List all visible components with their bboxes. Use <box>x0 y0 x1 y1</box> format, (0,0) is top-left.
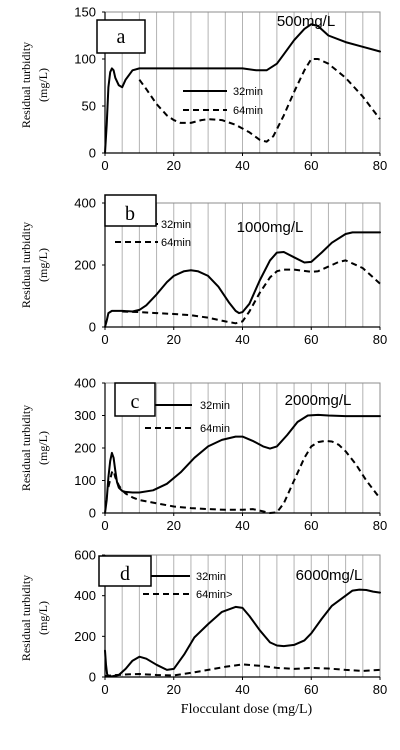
x-tick-label: 80 <box>373 332 387 347</box>
x-tick-label: 0 <box>101 682 108 697</box>
series-line-dashed <box>104 663 381 677</box>
y-tick-label: 0 <box>89 146 96 161</box>
x-tick-label: 0 <box>101 518 108 533</box>
y-axis-label: Residual turbidity (mg/L) <box>19 405 50 491</box>
panel-label: d <box>120 563 130 585</box>
y-axis-label-line1: Residual turbidity <box>19 405 33 491</box>
y-tick-label: 400 <box>74 588 96 603</box>
y-tick-label: 400 <box>74 196 96 211</box>
x-tick-label: 60 <box>304 518 318 533</box>
y-tick-label: 300 <box>74 408 96 423</box>
x-tick-label: 60 <box>304 158 318 173</box>
x-tick-label: 40 <box>235 518 249 533</box>
series-line-solid <box>104 413 381 514</box>
legend-label: 32min <box>161 219 191 231</box>
y-axis-label-line2: (mg/L) <box>36 431 50 465</box>
x-tick-label: 80 <box>373 158 387 173</box>
y-axis-label: Residual turbidity (mg/L) <box>19 222 50 308</box>
legend-label: 64min <box>161 237 191 249</box>
legend-label: 32min <box>196 571 226 583</box>
series-line-dashed <box>107 439 381 514</box>
y-tick-label: 0 <box>89 320 96 335</box>
y-tick-label: 100 <box>74 52 96 67</box>
series-line-solid <box>104 23 381 154</box>
y-axis-label-line1: Residual turbidity <box>19 575 33 661</box>
y-tick-label: 0 <box>89 670 96 685</box>
concentration-annotation: 2000mg/L <box>285 392 352 409</box>
y-tick-label: 50 <box>82 99 96 114</box>
panel-label-box <box>114 382 156 417</box>
x-tick-label: 40 <box>235 332 249 347</box>
series-line-solid <box>104 588 381 678</box>
concentration-annotation: 6000mg/L <box>296 567 363 584</box>
series-line-dashed <box>138 58 381 143</box>
panel-label: a <box>117 26 126 48</box>
x-tick-label: 80 <box>373 518 387 533</box>
y-tick-label: 0 <box>89 506 96 521</box>
y-axis-label-line2: (mg/L) <box>36 68 50 102</box>
x-tick-label: 20 <box>167 518 181 533</box>
y-tick-label: 150 <box>74 5 96 20</box>
y-tick-label: 600 <box>74 548 96 563</box>
panel-label: c <box>131 391 140 413</box>
x-tick-label: 60 <box>304 682 318 697</box>
x-tick-label: 20 <box>167 332 181 347</box>
y-tick-label: 400 <box>74 376 96 391</box>
x-tick-label: 0 <box>101 158 108 173</box>
panel-a: 0 20 40 60 80 0 50 100 150 Residual turbidity (mg/… <box>19 5 387 174</box>
y-tick-label: 200 <box>74 629 96 644</box>
x-tick-label: 20 <box>167 158 181 173</box>
x-tick-label: 40 <box>235 158 249 173</box>
panel-label-box <box>104 194 157 227</box>
y-tick-label: 200 <box>74 258 96 273</box>
x-tick-label: 80 <box>373 682 387 697</box>
concentration-annotation: 1000mg/L <box>237 219 304 236</box>
x-tick-label: 60 <box>304 332 318 347</box>
x-axis-label: Flocculant dose (mg/L) <box>181 702 313 717</box>
legend-label: 64min> <box>196 589 232 601</box>
x-tick-label: 20 <box>167 682 181 697</box>
panel-label-box <box>98 555 152 587</box>
panel-label-box <box>96 19 146 54</box>
y-axis-label-line1: Residual turbidity <box>19 42 33 128</box>
legend-label: 64min <box>233 105 263 117</box>
series-line-dashed <box>122 259 381 325</box>
panel-c: 0 20 40 60 80 0 100 200 300 400 Residual turbidity… <box>19 376 387 534</box>
series-line-solid <box>104 231 381 328</box>
x-tick-label: 0 <box>101 332 108 347</box>
legend-label: 32min <box>233 86 263 98</box>
concentration-annotation: 500mg/L <box>277 13 335 30</box>
panel-b: 0 20 40 60 80 0 200 400 Residual turbidity (mg/L)… <box>19 194 387 347</box>
y-tick-label: 200 <box>74 441 96 456</box>
legend-label: 64min <box>200 423 230 435</box>
x-tick-label: 40 <box>235 682 249 697</box>
y-axis-label: Residual turbidity (mg/L) <box>19 575 50 661</box>
panel-d: 0 20 40 60 80 0 200 400 600 Residual turbidity (mg… <box>19 548 387 718</box>
y-axis-label-line2: (mg/L) <box>36 248 50 282</box>
y-axis-label: Residual turbidity (mg/L) <box>19 42 50 128</box>
panel-label: b <box>125 203 135 225</box>
y-axis-label-line1: Residual turbidity <box>19 222 33 308</box>
y-axis-label-line2: (mg/L) <box>36 601 50 635</box>
gridlines <box>121 12 364 153</box>
legend-label: 32min <box>200 400 230 412</box>
y-tick-label: 100 <box>74 473 96 488</box>
